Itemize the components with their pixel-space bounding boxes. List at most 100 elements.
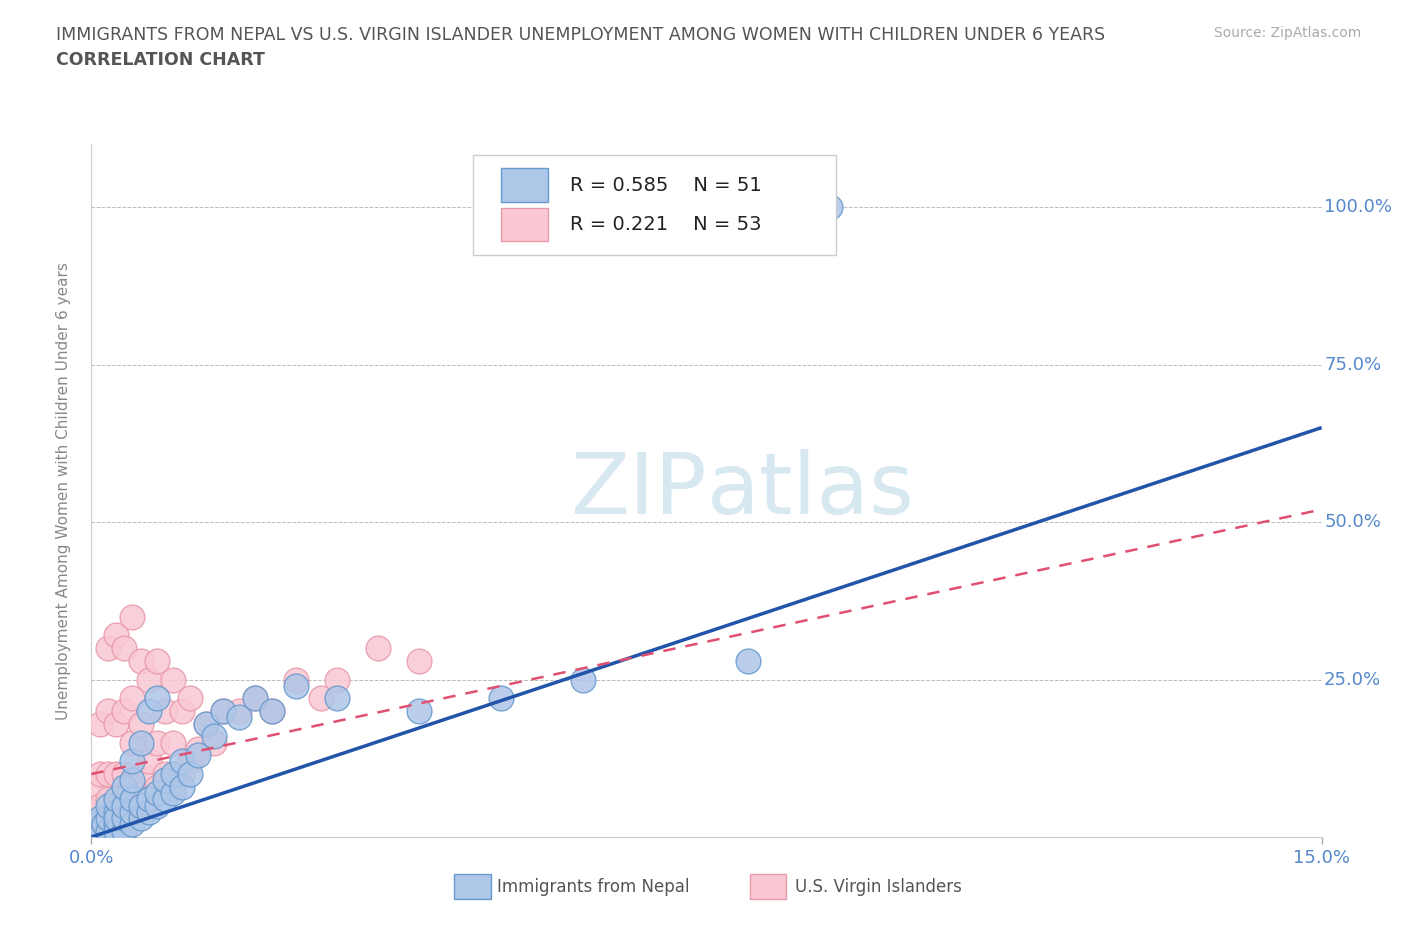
Point — [138, 791, 160, 806]
Point — [121, 804, 143, 819]
Point — [97, 641, 120, 656]
Point — [260, 704, 283, 719]
Point — [195, 716, 218, 731]
Point — [89, 798, 111, 813]
Point — [408, 704, 430, 719]
Point — [129, 653, 152, 668]
Point — [146, 653, 169, 668]
Point — [112, 766, 135, 781]
Point — [105, 716, 127, 731]
Point — [105, 823, 127, 838]
Text: ZIP: ZIP — [569, 449, 706, 532]
Point — [245, 691, 267, 706]
Point — [112, 641, 135, 656]
FancyBboxPatch shape — [472, 154, 835, 255]
Point — [112, 823, 135, 838]
Point — [146, 691, 169, 706]
Point — [129, 798, 152, 813]
Point — [179, 754, 201, 769]
Point — [138, 754, 160, 769]
Point — [162, 779, 184, 794]
Point — [162, 766, 184, 781]
Point — [121, 773, 143, 788]
Point — [138, 672, 160, 687]
Point — [146, 735, 169, 750]
Point — [146, 779, 169, 794]
Point — [285, 678, 308, 693]
Point — [153, 791, 177, 806]
Point — [326, 691, 349, 706]
Point — [84, 779, 107, 794]
Point — [112, 798, 135, 813]
Point — [121, 754, 143, 769]
Point — [285, 672, 308, 687]
Point — [260, 704, 283, 719]
Point — [309, 691, 332, 706]
Point — [121, 804, 143, 819]
Point — [89, 716, 111, 731]
Point — [138, 804, 160, 819]
Point — [202, 735, 225, 750]
Point — [112, 798, 135, 813]
Point — [105, 811, 127, 826]
Point — [228, 704, 250, 719]
Point — [162, 672, 184, 687]
Bar — [501, 208, 548, 241]
Point — [121, 691, 143, 706]
Point — [82, 804, 104, 819]
Point — [572, 672, 595, 687]
Point — [195, 716, 218, 731]
Point — [211, 704, 233, 719]
Text: U.S. Virgin Islanders: U.S. Virgin Islanders — [794, 878, 962, 896]
Point — [187, 741, 209, 756]
Point — [105, 798, 127, 813]
Point — [202, 729, 225, 744]
Point — [89, 766, 111, 781]
Point — [737, 653, 759, 668]
Point — [162, 735, 184, 750]
Point — [93, 817, 115, 831]
Point — [162, 786, 184, 801]
Point — [105, 804, 127, 819]
Point — [105, 791, 127, 806]
Point — [818, 200, 841, 215]
Point — [170, 766, 193, 781]
Point — [211, 704, 233, 719]
Point — [97, 823, 120, 838]
Text: 50.0%: 50.0% — [1324, 513, 1381, 531]
Point — [89, 823, 111, 838]
Point — [228, 710, 250, 724]
Point — [105, 766, 127, 781]
Point — [146, 798, 169, 813]
Point — [138, 704, 160, 719]
Point — [112, 779, 135, 794]
Point — [408, 653, 430, 668]
Point — [97, 704, 120, 719]
Text: R = 0.585    N = 51: R = 0.585 N = 51 — [569, 176, 762, 194]
Point — [138, 791, 160, 806]
Point — [245, 691, 267, 706]
Point — [367, 641, 389, 656]
Point — [121, 609, 143, 624]
Point — [187, 748, 209, 763]
Point — [170, 704, 193, 719]
Point — [129, 798, 152, 813]
Point — [89, 811, 111, 826]
Text: 100.0%: 100.0% — [1324, 198, 1392, 216]
Point — [170, 754, 193, 769]
Point — [105, 628, 127, 643]
Point — [112, 811, 135, 826]
Point — [146, 786, 169, 801]
Text: Immigrants from Nepal: Immigrants from Nepal — [498, 878, 690, 896]
Text: IMMIGRANTS FROM NEPAL VS U.S. VIRGIN ISLANDER UNEMPLOYMENT AMONG WOMEN WITH CHIL: IMMIGRANTS FROM NEPAL VS U.S. VIRGIN ISL… — [56, 26, 1105, 44]
Point — [491, 691, 513, 706]
Point — [153, 704, 177, 719]
Point — [105, 817, 127, 831]
Text: atlas: atlas — [706, 449, 914, 532]
Point — [179, 691, 201, 706]
Text: Source: ZipAtlas.com: Source: ZipAtlas.com — [1213, 26, 1361, 40]
Point — [170, 779, 193, 794]
Point — [84, 817, 107, 831]
Point — [129, 735, 152, 750]
Point — [121, 779, 143, 794]
